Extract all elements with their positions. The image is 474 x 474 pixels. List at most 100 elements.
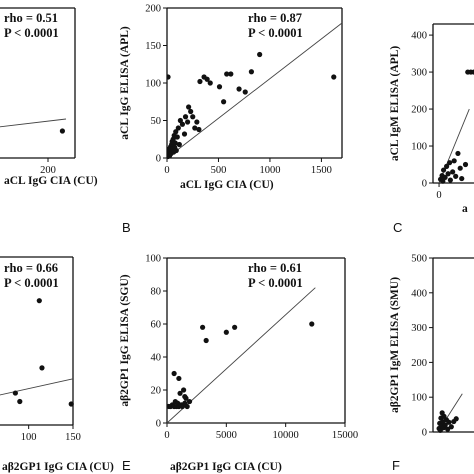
data-point xyxy=(194,119,200,125)
x-tick-label: 150 xyxy=(65,432,81,443)
trend-line xyxy=(0,378,74,396)
y-tick-label: 200 xyxy=(411,105,427,116)
data-point xyxy=(184,119,191,125)
data-point xyxy=(176,375,182,382)
data-point xyxy=(331,74,337,80)
data-point xyxy=(221,99,227,105)
data-point xyxy=(216,84,223,90)
y-tick-label: 400 xyxy=(411,31,427,42)
panel-b: 0 50 100 150 200 0 500 1000 1500 rho = 0.87P < 0.… xyxy=(119,4,343,235)
data-point xyxy=(450,169,456,175)
x-tick-label: 0 xyxy=(436,190,441,201)
data-point xyxy=(203,337,209,344)
data-point xyxy=(453,173,459,179)
y-tick-label: 0 xyxy=(422,179,427,190)
y-tick-label: 0 xyxy=(156,154,161,165)
x-axis-label: a xyxy=(462,203,468,215)
panel-f: 0 100 200 300 400 500 aβ2GP1 IgM ELISA (SMU) F xyxy=(389,254,474,473)
data-point xyxy=(186,398,193,405)
data-point xyxy=(444,163,450,169)
stat-rho: rho = 0.87 xyxy=(248,11,302,25)
trend-line xyxy=(0,118,67,128)
data-point xyxy=(457,165,463,171)
y-tick-label: 80 xyxy=(151,287,162,298)
x-tick-label: 500 xyxy=(211,165,227,176)
data-point xyxy=(177,390,183,396)
x-tick-label: 200 xyxy=(40,165,56,176)
y-tick-label: 200 xyxy=(145,4,161,15)
data-point xyxy=(228,71,234,77)
data-point xyxy=(471,69,474,75)
panel-e: 0 20 40 60 80 100 0 5000 10000 15000 rho = 0.61P <… xyxy=(119,254,358,474)
y-axis-label: aCL IgM ELISA (APL) xyxy=(389,46,401,162)
data-point xyxy=(36,298,42,304)
data-point xyxy=(196,126,202,133)
x-tick-label: 100 xyxy=(21,432,37,443)
y-tick-label: 100 xyxy=(411,393,427,404)
data-point xyxy=(223,329,229,335)
data-point xyxy=(181,131,188,137)
y-tick-label: 200 xyxy=(411,358,427,369)
x-tick-label: 1500 xyxy=(311,165,332,176)
data-point xyxy=(173,129,179,135)
data-point xyxy=(447,177,453,183)
data-point xyxy=(174,134,180,140)
data-point xyxy=(175,125,181,131)
data-point xyxy=(12,390,18,396)
x-tick-label: 0 xyxy=(164,165,169,176)
data-point xyxy=(176,141,182,148)
panel-c: 0 100 200 300 400 0 a aCL IgM ELISA (APL) C xyxy=(389,23,474,235)
data-point xyxy=(236,86,242,92)
y-tick-label: 300 xyxy=(411,68,427,79)
x-tick-label: 5000 xyxy=(216,430,237,441)
y-tick-label: 400 xyxy=(411,288,427,299)
y-tick-label: 100 xyxy=(145,254,161,265)
stat-p-value: P < 0.0001 xyxy=(248,26,303,40)
data-point xyxy=(17,398,23,405)
data-point xyxy=(173,147,179,154)
x-tick-label: 1000 xyxy=(259,165,280,176)
data-point xyxy=(445,426,451,432)
data-point xyxy=(453,416,459,422)
data-point xyxy=(39,365,45,371)
data-point xyxy=(181,387,187,393)
x-axis-label: aCL IgG CIA (CU) xyxy=(4,175,98,187)
data-point xyxy=(192,125,198,131)
y-tick-label: 60 xyxy=(151,320,162,331)
x-tick-label: 15000 xyxy=(332,430,358,441)
panel-letter: F xyxy=(392,458,400,473)
panel-letter: C xyxy=(393,220,402,235)
y-tick-label: 150 xyxy=(145,41,161,52)
x-tick-label: 10000 xyxy=(273,430,299,441)
trend-line xyxy=(167,22,343,159)
data-point xyxy=(171,370,177,377)
stat-rho: rho = 0.66 xyxy=(4,261,58,275)
data-point xyxy=(182,114,189,120)
data-point xyxy=(459,175,465,182)
data-point xyxy=(446,419,452,425)
y-tick-label: 50 xyxy=(151,116,162,127)
data-point xyxy=(451,158,457,164)
data-point xyxy=(248,69,255,75)
stat-rho: rho = 0.61 xyxy=(248,261,302,275)
data-point xyxy=(232,324,238,330)
data-point xyxy=(188,108,194,115)
stat-rho: rho = 0.51 xyxy=(4,11,58,25)
data-point xyxy=(59,128,65,134)
data-point xyxy=(442,422,448,428)
data-point xyxy=(186,104,192,110)
stat-p-value: P < 0.0001 xyxy=(248,276,303,290)
data-point xyxy=(448,424,454,430)
stat-p-value: P < 0.0001 xyxy=(4,26,59,40)
panel-d: 100 150 rho = 0.66P < 0.0001 aβ2GP1 IgG CIA… xyxy=(0,256,114,473)
y-tick-label: 300 xyxy=(411,323,427,334)
panel-letter: E xyxy=(122,458,131,473)
x-axis-label: aβ2GP1 IgG CIA (CU) xyxy=(2,461,114,473)
x-axis-label: aCL IgG CIA (CU) xyxy=(180,179,274,191)
data-point xyxy=(172,140,178,146)
panel-letter: B xyxy=(122,220,131,235)
y-axis-label: aβ2GP1 IgG ELISA (SGU) xyxy=(119,274,131,406)
data-point xyxy=(455,150,461,157)
